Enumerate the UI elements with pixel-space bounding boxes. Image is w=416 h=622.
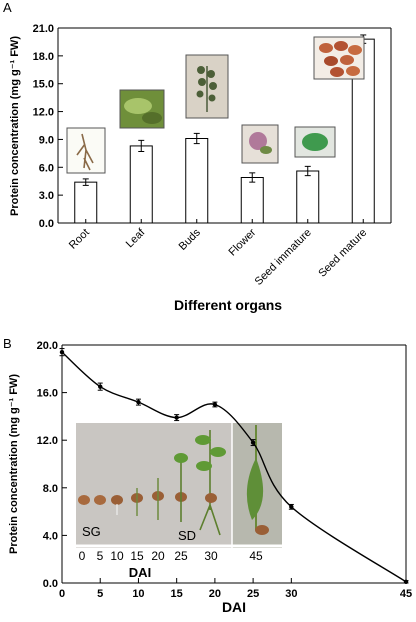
a-y-tick-label: 0.0: [39, 218, 54, 230]
a-y-tick-label: 18.0: [33, 51, 54, 63]
b-y-tick-label: 12.0: [37, 435, 58, 447]
b-x-tick-label: 45: [400, 588, 412, 600]
b-x-tick-label: 25: [247, 588, 259, 600]
a-y-tick-label: 6.0: [39, 162, 54, 174]
a-bar: [74, 181, 98, 224]
panel-a-label: A: [3, 0, 12, 15]
inset-tick-label: 15: [130, 549, 144, 563]
inset-tick-label: 0: [79, 549, 86, 563]
a-category-label: Root: [67, 227, 92, 252]
inset-tick-label: 5: [97, 549, 104, 563]
a-category-label: Leaf: [124, 226, 148, 250]
panel-b-label: B: [3, 336, 12, 351]
a-bar: [185, 138, 209, 224]
b-y-tick-label: 4.0: [43, 530, 58, 542]
immature-seed-photo: [294, 126, 336, 158]
inset-tick-label: 20: [151, 549, 165, 563]
a-bar: [129, 145, 153, 224]
a-bar: [296, 170, 320, 224]
b-y-tick-label: 8.0: [43, 483, 58, 495]
b-x-tick-label: 30: [285, 588, 297, 600]
a-bar: [240, 177, 264, 224]
b-series-line: [61, 351, 407, 583]
germination-photo: [76, 423, 282, 548]
inset-label-sg: SG: [82, 524, 101, 539]
panel-b-axes: [61, 344, 407, 584]
b-data-point: [289, 504, 294, 510]
inset-label-sd: SD: [178, 528, 196, 543]
buds-photo: [185, 54, 229, 119]
panel-a-axes: [57, 27, 392, 224]
flower-photo: [241, 124, 279, 164]
a-category-label: Flower: [227, 226, 259, 258]
panel-b-y-axis-title: Protein concentration (mg g⁻¹ FW): [8, 374, 20, 554]
a-category-label: Buds: [177, 226, 204, 253]
inset-tick-label: 30: [204, 549, 218, 563]
root-photo: [66, 127, 106, 174]
b-data-point: [59, 349, 65, 355]
b-data-point: [174, 415, 179, 420]
a-category-label: Seed mature: [316, 227, 369, 280]
b-y-tick-label: 20.0: [37, 340, 58, 352]
b-data-point: [250, 440, 256, 445]
mature-seed-photo: [313, 36, 365, 80]
a-y-tick-label: 9.0: [39, 134, 54, 146]
a-y-tick-label: 3.0: [39, 190, 54, 202]
b-x-tick-label: 20: [209, 588, 221, 600]
panel-a-x-axis-title: Different organs: [174, 297, 282, 313]
panel-b-x-axis-title: DAI: [222, 599, 246, 615]
b-data-point: [136, 399, 141, 405]
b-x-tick-label: 5: [97, 588, 103, 600]
b-y-tick-label: 16.0: [37, 388, 58, 400]
inset-tick-label: 10: [110, 549, 124, 563]
panel-a-y-axis-title: Protein concentration (mg g⁻¹ FW): [9, 36, 21, 216]
a-y-tick-label: 21.0: [33, 23, 54, 35]
inset-x-axis-title: DAI: [129, 565, 151, 580]
b-x-tick-label: 15: [171, 588, 183, 600]
a-y-tick-label: 12.0: [33, 107, 54, 119]
b-x-tick-label: 0: [59, 588, 65, 600]
b-y-tick-label: 0.0: [43, 578, 58, 590]
b-data-point: [212, 402, 218, 407]
leaf-photo: [119, 89, 165, 129]
a-category-label: Seed immature: [253, 227, 314, 288]
inset-tick-label: 25: [174, 549, 188, 563]
inset-tick-label: 45: [249, 549, 263, 563]
b-data-point: [98, 384, 103, 389]
a-y-tick-label: 15.0: [33, 79, 54, 91]
b-data-point: [403, 579, 409, 585]
b-x-tick-label: 10: [132, 588, 144, 600]
